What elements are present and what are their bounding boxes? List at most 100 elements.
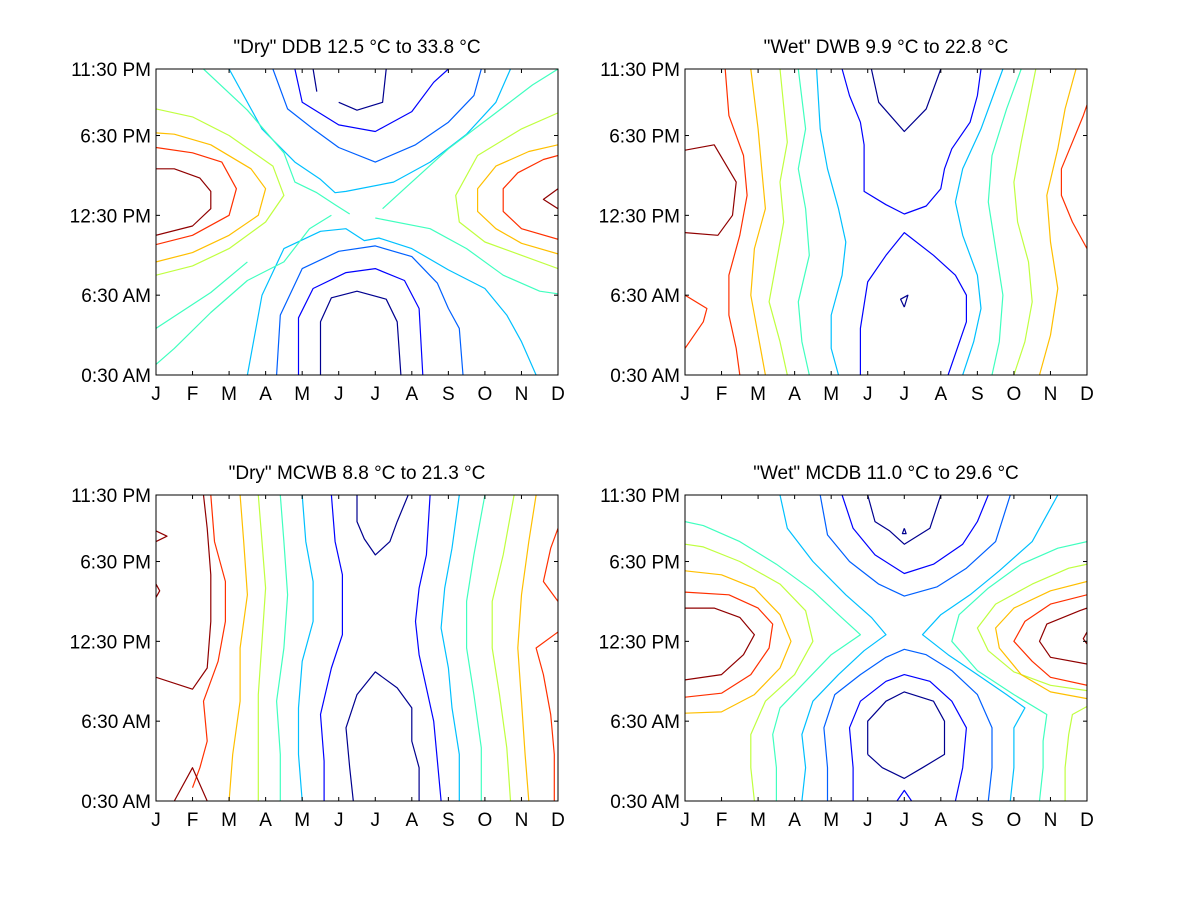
x-tick-label: J: [151, 810, 161, 831]
y-tick-label: 6:30 AM: [81, 712, 151, 733]
x-tick-label: M: [221, 384, 237, 405]
contour-level-4-segment-2: [987, 69, 1022, 375]
x-tick-label: M: [294, 810, 310, 831]
contour-level-5-segment-2: [951, 541, 1087, 801]
y-tick-label: 12:30 PM: [599, 206, 680, 227]
x-tick-label: N: [515, 384, 529, 405]
contour-level-3-segment-1: [816, 69, 847, 375]
contour-level-1-segment-3: [312, 69, 318, 92]
contour-level-6-segment-1: [156, 108, 285, 276]
y-tick-label: 0:30 AM: [81, 792, 151, 813]
x-tick-label: D: [551, 384, 565, 405]
axes-frame: [684, 494, 1088, 802]
panel-wet-dwb: J F M A M J J A S O N D 0:30 AM 6:30 AM 12:30 PM 6:30 P…: [599, 37, 1094, 405]
contour-level-2-segment-1: [319, 495, 343, 801]
contour-level-7-segment-2: [995, 580, 1087, 700]
contour-level-1-segment-2: [870, 69, 942, 133]
contour-lines: [156, 69, 558, 375]
x-tick-label: A: [788, 810, 801, 831]
contour-level-6-segment-2: [1038, 69, 1077, 375]
contour-level-7-segment-1: [685, 570, 792, 714]
contour-level-7-segment-2: [685, 294, 708, 349]
x-tick-label: A: [259, 810, 272, 831]
contour-level-5-segment-2: [1013, 69, 1037, 375]
contour-level-6-segment-2: [455, 112, 558, 270]
x-tick-label: A: [405, 810, 418, 831]
x-tick-label: J: [371, 810, 381, 831]
contour-level-8-segment-3: [156, 583, 161, 598]
contour-level-4-segment-1: [797, 69, 810, 375]
x-tick-label: D: [551, 810, 565, 831]
x-tick-label: M: [294, 384, 310, 405]
contour-level-2-segment-2: [841, 69, 982, 215]
x-tick-label: M: [823, 810, 839, 831]
x-tick-label: N: [1044, 384, 1058, 405]
x-tick-label: J: [371, 384, 381, 405]
y-tick-label: 6:30 PM: [609, 127, 680, 148]
contour-level-7-segment-2: [535, 631, 558, 801]
panel-title: "Dry" MCWB 8.8 °C to 21.3 °C: [229, 463, 486, 484]
x-tick-label: A: [788, 384, 801, 405]
contour-level-4-segment-1: [246, 228, 537, 375]
contour-level-4-segment-2: [228, 69, 512, 194]
x-tick-label: M: [823, 384, 839, 405]
contour-level-5-segment-1: [257, 495, 267, 801]
contour-level-3-segment-2: [954, 69, 1004, 375]
x-tick-label: J: [151, 384, 161, 405]
contour-level-7-segment-3: [1060, 104, 1087, 249]
contour-level-2-segment-2: [294, 69, 449, 133]
y-tick-label: 6:30 PM: [609, 553, 680, 574]
x-tick-label: F: [716, 384, 728, 405]
x-tick-label: F: [187, 810, 199, 831]
y-tick-label: 0:30 AM: [610, 366, 680, 387]
contour-level-5-segment-2: [491, 495, 515, 801]
contour-level-7-segment-2: [477, 144, 558, 255]
y-tick-label: 11:30 PM: [600, 60, 680, 81]
contour-level-8-segment-1: [156, 146, 237, 246]
contour-level-5-segment-3: [203, 69, 351, 215]
panel-title: "Dry" DDB 12.5 °C to 33.8 °C: [233, 37, 480, 58]
x-tick-label: S: [442, 810, 455, 831]
contour-level-1-segment-2: [338, 69, 387, 111]
contour-level-6-segment-3: [976, 563, 1087, 692]
x-tick-label: F: [716, 810, 728, 831]
x-tick-label: N: [515, 810, 529, 831]
contour-level-2-segment-3: [896, 789, 913, 801]
x-tick-label: J: [900, 384, 910, 405]
x-tick-label: O: [478, 810, 493, 831]
contour-level-5-segment-1: [685, 521, 861, 801]
contour-lines: [685, 495, 1087, 801]
contour-level-7-segment-1: [724, 69, 748, 375]
axes-box: [155, 68, 559, 376]
contour-level-4-segment-2: [921, 495, 1059, 801]
contour-level-6-segment-1: [228, 495, 248, 801]
y-tick-label: 12:30 PM: [70, 632, 151, 653]
y-tick-label: 11:30 PM: [71, 486, 151, 507]
x-tick-label: M: [750, 384, 766, 405]
contour-level-6-segment-2: [517, 495, 537, 801]
y-tick-label: 6:30 AM: [81, 286, 151, 307]
x-tick-label: J: [680, 384, 690, 405]
contour-level-5-segment-1: [156, 214, 332, 365]
subplots: J F M A M J J A S O N D 0:30 AM 6:30 AM 12:30 PM 6:30 P…: [70, 37, 1094, 831]
contour-level-8-segment-4: [173, 767, 208, 801]
x-tick-label: S: [442, 384, 455, 405]
contour-level-4-segment-2: [466, 495, 486, 801]
x-tick-label: J: [863, 810, 873, 831]
x-tick-label: F: [187, 384, 199, 405]
x-tick-label: S: [971, 384, 984, 405]
contour-level-1-segment-1: [867, 691, 946, 779]
contour-level-2-segment-1: [297, 268, 424, 375]
axes-box: [684, 494, 1088, 802]
contour-level-2-segment-2: [841, 495, 989, 575]
contour-level-2-segment-1: [848, 674, 967, 801]
contour-level-5-segment-1: [768, 69, 788, 375]
contour-level-7-segment-3: [542, 528, 558, 602]
contour-level-8-segment-1: [685, 591, 774, 698]
contour-level-5-segment-5: [375, 217, 558, 295]
x-tick-label: M: [750, 810, 766, 831]
contour-level-3-segment-2: [272, 69, 482, 163]
panel-dry-mcwb: J F M A M J J A S O N D 0:30 AM 6:30 AM 12:30 PM 6:30 P…: [70, 463, 565, 831]
y-tick-label: 11:30 PM: [71, 60, 151, 81]
x-tick-label: D: [1080, 384, 1094, 405]
